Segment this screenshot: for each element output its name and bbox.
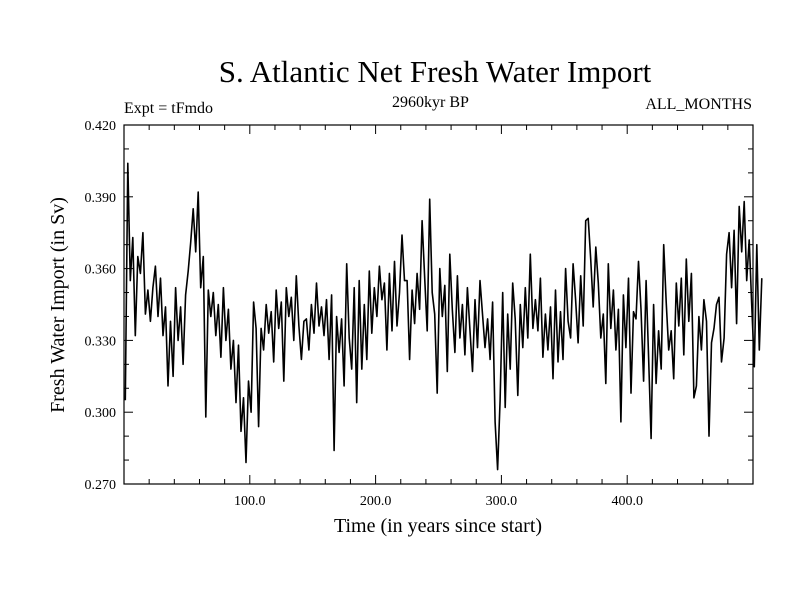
y-tick-label: 0.420 <box>85 119 117 134</box>
y-axis-label: Fresh Water Import (in Sv) <box>47 197 69 413</box>
x-tick-label: 400.0 <box>611 494 643 509</box>
y-tick-label: 0.270 <box>85 478 117 493</box>
x-axis-label: Time (in years since start) <box>334 515 542 537</box>
experiment-label: Expt = tFmdo <box>124 100 214 117</box>
y-tick-label: 0.360 <box>85 263 117 278</box>
y-tick-label: 0.300 <box>85 406 117 421</box>
x-tick-label: 100.0 <box>234 494 266 509</box>
period-label: ALL_MONTHS <box>645 96 752 113</box>
chart-title: S. Atlantic Net Fresh Water Import <box>218 54 652 89</box>
y-tick-label: 0.390 <box>85 191 117 206</box>
plot-frame <box>123 124 754 485</box>
x-tick-label: 200.0 <box>360 494 392 509</box>
tick-labels: 0.270 0.300 0.330 0.360 0.390 0.420 100.0 200.0… <box>85 119 643 509</box>
series-line <box>124 162 763 471</box>
y-tick-label: 0.330 <box>85 334 117 349</box>
epoch-label: 2960kyr BP <box>392 94 469 111</box>
x-tick-label: 300.0 <box>486 494 518 509</box>
